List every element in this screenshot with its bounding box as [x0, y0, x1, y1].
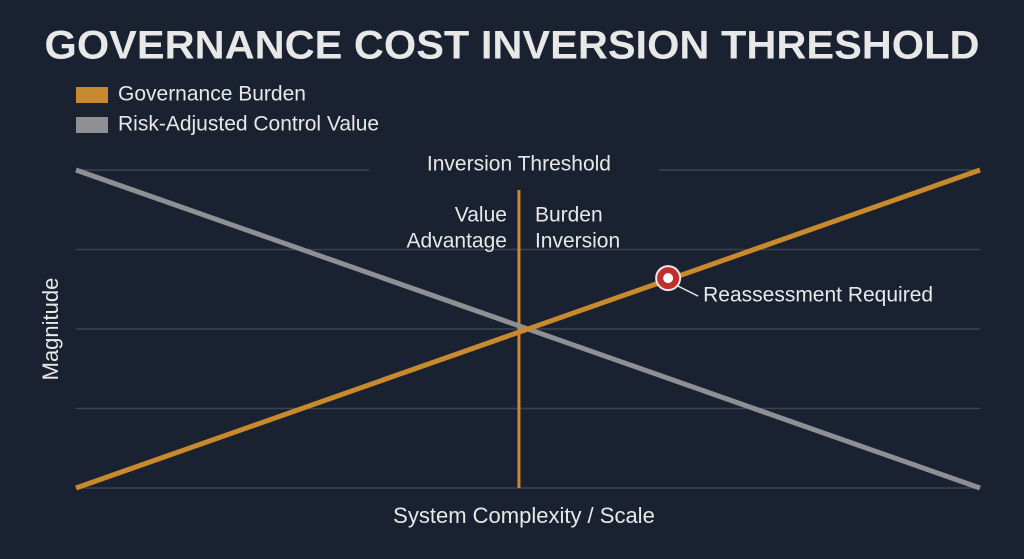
chart-title: GOVERNANCE COST INVERSION THRESHOLD [45, 24, 980, 68]
legend-swatch [76, 87, 108, 103]
threshold-label: Inversion Threshold [427, 153, 611, 176]
x-axis-label: System Complexity / Scale [393, 503, 655, 528]
region-label: Inversion [535, 230, 620, 253]
y-axis-label: Magnitude [38, 278, 63, 381]
threshold-label-bg [368, 154, 659, 186]
legend-swatch [76, 117, 108, 133]
marker-center [663, 273, 674, 284]
region-label: Burden [535, 204, 603, 227]
marker-connector [677, 285, 699, 297]
legend-label: Governance Burden [118, 83, 306, 106]
region-label: Advantage [407, 230, 507, 253]
legend-label: Risk-Adjusted Control Value [118, 113, 379, 136]
series-line [75, 167, 981, 491]
marker-label: Reassessment Required [703, 284, 933, 307]
region-label: Value [455, 204, 507, 227]
